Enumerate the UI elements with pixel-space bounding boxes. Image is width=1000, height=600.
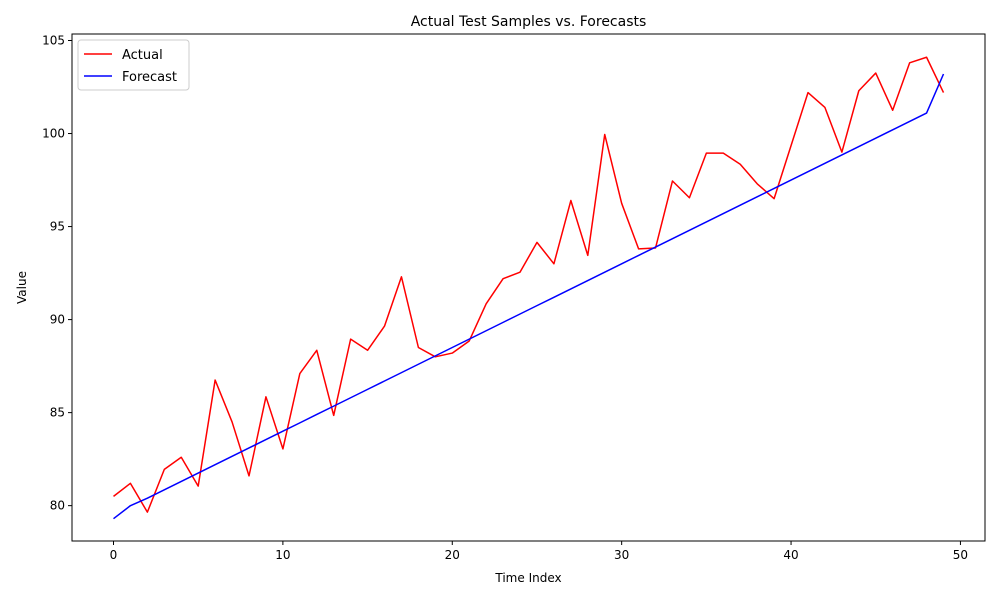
y-tick-label: 90 xyxy=(50,313,65,327)
x-tick-label: 30 xyxy=(614,548,629,562)
x-axis: 0 10 20 30 40 50 xyxy=(110,541,968,562)
y-tick-label: 85 xyxy=(50,406,65,420)
x-tick-label: 0 xyxy=(110,548,118,562)
legend-label-forecast: Forecast xyxy=(122,70,177,85)
x-axis-label: Time Index xyxy=(494,571,561,585)
x-tick-label: 50 xyxy=(953,548,968,562)
chart-title: Actual Test Samples vs. Forecasts xyxy=(411,14,647,30)
legend-label-actual: Actual xyxy=(122,48,163,63)
y-tick-label: 100 xyxy=(42,127,65,141)
y-tick-label: 80 xyxy=(50,499,65,513)
legend-box xyxy=(77,39,190,91)
legend: Actual Forecast xyxy=(77,39,190,91)
y-tick-label: 95 xyxy=(50,220,65,234)
y-axis: 80 85 90 95 100 105 xyxy=(42,34,72,513)
x-tick-label: 40 xyxy=(783,548,798,562)
y-axis-label: Value xyxy=(15,271,29,304)
x-tick-label: 20 xyxy=(445,548,460,562)
y-tick-label: 105 xyxy=(42,34,65,48)
plot-lines xyxy=(113,56,945,520)
plot-area-frame xyxy=(71,33,986,542)
x-tick-label: 10 xyxy=(275,548,290,562)
series-line-actual xyxy=(113,56,945,513)
series-line-forecast xyxy=(113,73,945,520)
